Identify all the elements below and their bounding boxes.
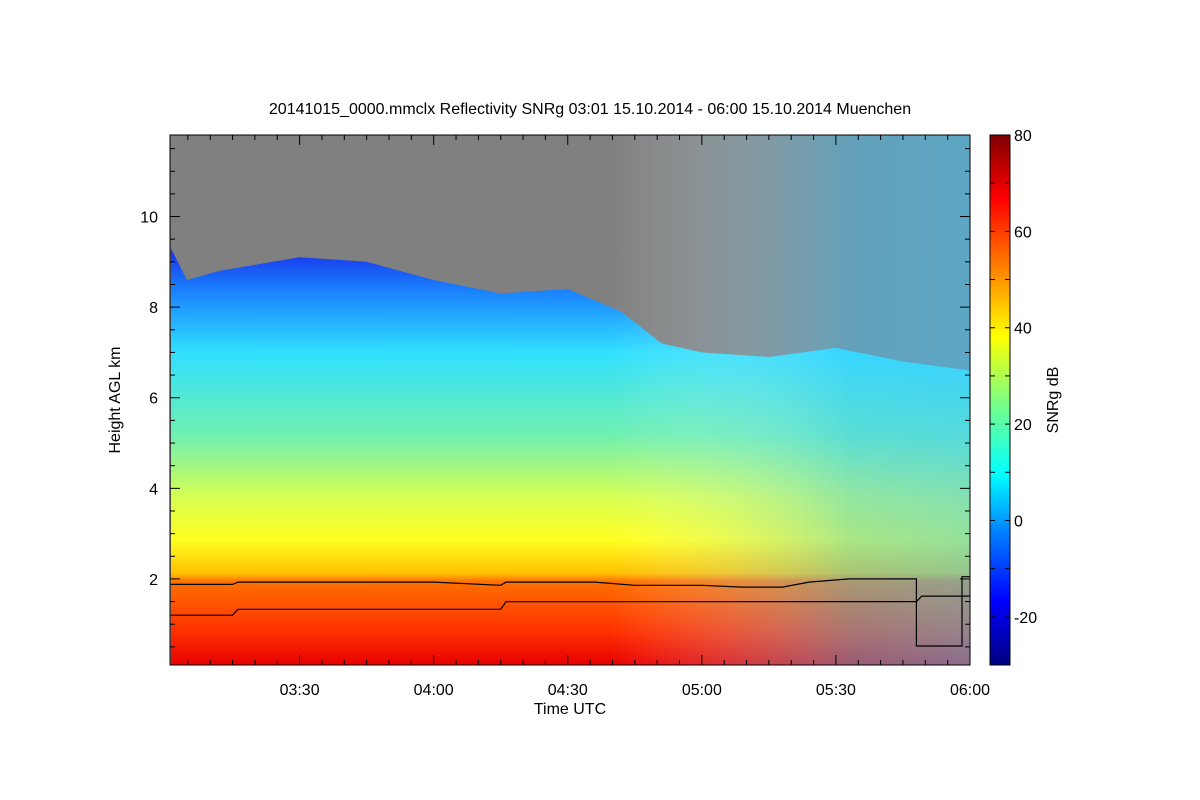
low-signal-overlay: [170, 135, 970, 665]
x-tick-label: 05:00: [682, 682, 722, 699]
y-tick-label: 6: [149, 391, 158, 408]
layer-line-lower: [170, 595, 970, 616]
y-tick-label: 8: [149, 300, 158, 317]
chart-title: 20141015_0000.mmclx Reflectivity SNRg 03…: [269, 101, 911, 118]
colorbar-tick-label: 0: [1014, 513, 1023, 530]
x-tick-label: 05:30: [816, 682, 856, 699]
colorbar-title: SNRg dB: [1045, 367, 1062, 434]
colorbar-tick-label: 80: [1014, 128, 1032, 145]
x-tick-label: 04:00: [414, 682, 454, 699]
colorbar-tick-label: -20: [1014, 610, 1037, 627]
plot-frame: [169, 134, 971, 666]
y-axis: 2 4 6 8 10: [140, 148, 970, 648]
y-tick-label: 10: [140, 210, 158, 227]
colorbar-tick-label: 60: [1014, 224, 1032, 241]
y-axis-title: Height AGL km: [107, 346, 124, 453]
x-axis: 03:30 04:00 04:30 05:00 05:30 06:00: [187, 135, 990, 699]
x-tick-label: 06:00: [950, 682, 990, 699]
x-tick-label: 04:30: [548, 682, 588, 699]
colorbar: [989, 134, 1011, 666]
x-axis-title: Time UTC: [534, 701, 606, 718]
plot-area: [170, 135, 970, 665]
layer-line-upper: [170, 576, 970, 647]
y-tick-label: 2: [149, 572, 158, 589]
colorbar-axis: -20 0 20 40 60 80: [990, 128, 1037, 666]
colorbar-tick-label: 20: [1014, 417, 1032, 434]
colorbar-tick-label: 40: [1014, 321, 1032, 338]
y-tick-label: 4: [149, 481, 158, 498]
x-tick-label: 03:30: [280, 682, 320, 699]
